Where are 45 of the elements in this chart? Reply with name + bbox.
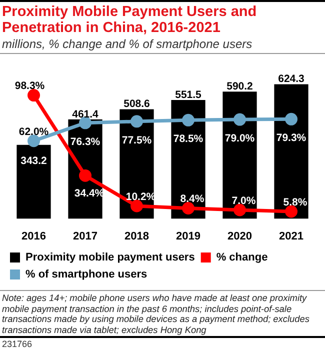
point: [285, 205, 298, 218]
x-tick-label: 2016: [22, 230, 46, 242]
x-tick-label: 2017: [73, 230, 98, 242]
point: [28, 134, 40, 148]
data-label: 78.5%: [173, 133, 204, 146]
bar: [222, 92, 257, 219]
x-tick-label: 2018: [124, 230, 149, 242]
bar: [274, 84, 308, 219]
chart-title: Proximity Mobile Payment Users and Penetration in China, 2016-2021: [0, 0, 325, 36]
chart-subtitle: millions, % change and % of smartphone users: [0, 36, 325, 54]
data-label: 77.5%: [122, 134, 152, 146]
data-label: 98.3%: [14, 80, 46, 92]
point: [234, 204, 246, 216]
x-tick-label: 2021: [279, 230, 304, 242]
legend-label: % change: [216, 252, 268, 264]
data-label: 8.4%: [180, 193, 205, 206]
point: [79, 169, 92, 182]
point: [130, 115, 143, 128]
text: Note: ages 14+; mobile phone users who have made at least one proximity mobile payment transaction in the past 6 months; includes point-of-sale transactions made by using mobile devices as a payment method; excludes transactions made via tablet; excludes Hong Kong: [0, 290, 325, 338]
data-label: 79.0%: [224, 132, 256, 144]
bar: [16, 144, 51, 219]
data-label: 62.0%: [18, 126, 50, 138]
data-label: 10.2%: [126, 190, 156, 203]
point: [182, 202, 194, 214]
data-label: 461.4: [72, 108, 99, 120]
text: 231766: [1, 338, 34, 349]
data-label: 5.8%: [283, 196, 308, 208]
legend-label: % of smartphone users: [26, 268, 148, 281]
x-tick-label: 2019: [176, 230, 200, 242]
data-label: 34.4%: [74, 187, 105, 200]
point: [28, 89, 40, 102]
data-label: 79.3%: [276, 132, 307, 144]
data-label: 7.0%: [232, 194, 256, 207]
point: [130, 200, 143, 212]
data-label: 343.2: [20, 154, 48, 167]
point: [234, 113, 246, 126]
data-label: 551.5: [175, 88, 202, 101]
legend-label: Proximity mobile payment users: [26, 252, 195, 264]
x-tick-label: 2020: [228, 230, 252, 242]
point: [285, 112, 298, 126]
data-label: 590.2: [226, 80, 254, 93]
data-label: 76.3%: [70, 136, 101, 148]
data-label: 508.6: [124, 98, 150, 110]
point: [182, 114, 194, 126]
data-label: 624.3: [278, 73, 305, 86]
